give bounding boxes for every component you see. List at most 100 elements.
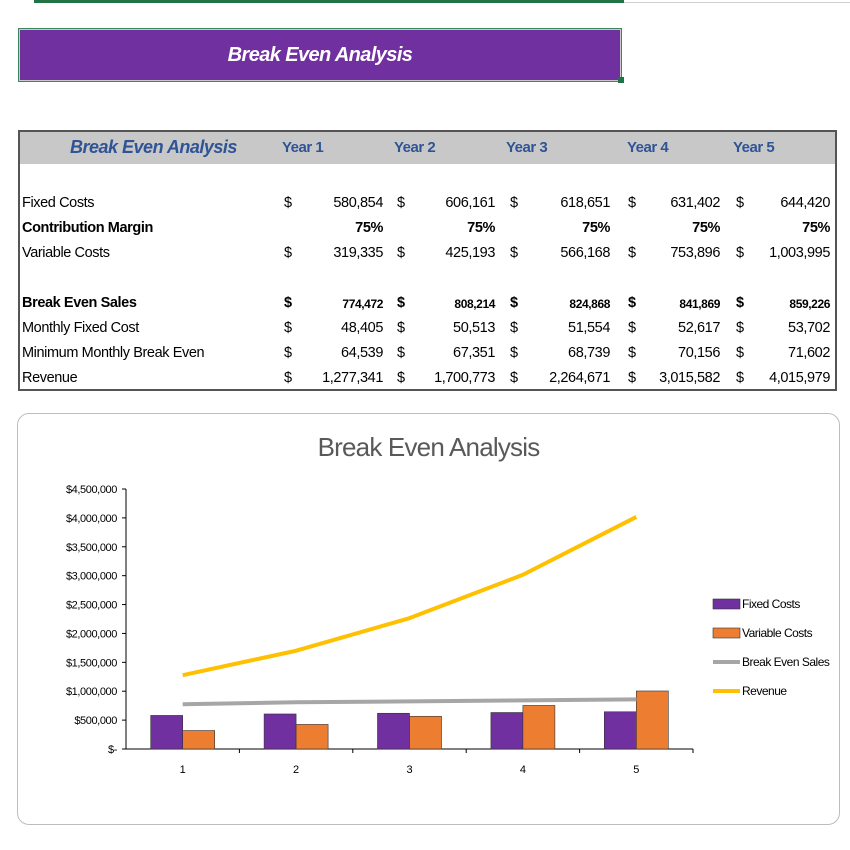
cell-value[interactable]: 580,854 xyxy=(333,195,383,211)
cell-value[interactable]: 48,405 xyxy=(341,320,383,336)
table-row: Minimum Monthly Break Even $64,539 $67,351… xyxy=(20,342,835,367)
currency-symbol: $ xyxy=(284,245,292,261)
currency-symbol: $ xyxy=(510,195,518,211)
row-label: Fixed Costs xyxy=(22,195,95,211)
currency-symbol: $ xyxy=(284,320,292,336)
bar-fixed-costs xyxy=(603,711,637,750)
cell-value[interactable]: 75% xyxy=(582,220,610,236)
cell-value[interactable]: 753,896 xyxy=(670,245,720,261)
selected-cell-border xyxy=(34,0,624,3)
currency-symbol: $ xyxy=(510,370,518,386)
fill-handle[interactable] xyxy=(618,77,624,83)
line-break-even-sales xyxy=(182,697,637,707)
legend-swatch xyxy=(712,627,741,639)
y-tick-label: $- xyxy=(108,744,118,756)
legend-label: Fixed Costs xyxy=(742,597,800,611)
cell-value[interactable]: 75% xyxy=(467,220,495,236)
cell-value[interactable]: 70,156 xyxy=(678,345,720,361)
currency-symbol: $ xyxy=(628,295,636,311)
row-label: Minimum Monthly Break Even xyxy=(22,345,205,361)
legend-label: Revenue xyxy=(742,684,787,698)
currency-symbol: $ xyxy=(284,345,292,361)
bar-variable-costs xyxy=(522,705,556,750)
table-row: Monthly Fixed Cost $48,405 $50,513 $51,554 $… xyxy=(20,317,835,342)
cell-value[interactable]: 1,277,341 xyxy=(322,370,383,386)
cell-value[interactable]: 52,617 xyxy=(678,320,720,336)
row-label: Monthly Fixed Cost xyxy=(22,320,139,336)
x-tick-label: 3 xyxy=(406,764,412,776)
bar-fixed-costs xyxy=(263,713,297,750)
currency-symbol: $ xyxy=(736,195,744,211)
cell-value[interactable]: 1,700,773 xyxy=(434,370,495,386)
year-header-4: Year 4 xyxy=(627,139,669,156)
currency-symbol: $ xyxy=(397,320,405,336)
cell-value[interactable]: 1,003,995 xyxy=(769,245,830,261)
cell-value[interactable]: 75% xyxy=(355,220,383,236)
currency-symbol: $ xyxy=(736,370,744,386)
currency-symbol: $ xyxy=(510,245,518,261)
bar-fixed-costs xyxy=(377,712,410,750)
cell-value[interactable]: 3,015,582 xyxy=(659,370,720,386)
cell-value[interactable]: 566,168 xyxy=(560,245,610,261)
banner-title[interactable]: Break Even Analysis xyxy=(18,28,622,82)
row-label: Revenue xyxy=(22,370,78,386)
cell-value[interactable]: 75% xyxy=(802,220,830,236)
table-row: Revenue $1,277,341 $1,700,773 $2,264,671 $3,… xyxy=(20,367,835,392)
cell-value[interactable]: 774,472 xyxy=(342,297,383,311)
cell-value[interactable]: 425,193 xyxy=(445,245,495,261)
y-tick-label: $4,500,000 xyxy=(66,484,117,496)
currency-symbol: $ xyxy=(397,195,405,211)
currency-symbol: $ xyxy=(628,370,636,386)
cell-value[interactable]: 841,869 xyxy=(679,297,720,311)
cell-value[interactable]: 75% xyxy=(692,220,720,236)
year-header-1: Year 1 xyxy=(282,139,324,156)
cell-value[interactable]: 67,351 xyxy=(453,345,495,361)
cell-value[interactable]: 2,264,671 xyxy=(549,370,610,386)
currency-symbol: $ xyxy=(736,345,744,361)
cell-value[interactable]: 859,226 xyxy=(789,297,830,311)
x-tick-label: 1 xyxy=(180,764,186,776)
cell-value[interactable]: 644,420 xyxy=(780,195,830,211)
chart-title: Break Even Analysis xyxy=(317,432,541,462)
currency-symbol: $ xyxy=(736,245,744,261)
y-tick-label: $500,000 xyxy=(74,715,117,727)
bar-fixed-costs xyxy=(150,715,183,750)
cell-value[interactable]: 606,161 xyxy=(445,195,495,211)
currency-symbol: $ xyxy=(736,295,744,311)
y-tick-label: $1,000,000 xyxy=(66,686,117,698)
x-tick-label: 4 xyxy=(520,764,526,776)
cell-value[interactable]: 50,513 xyxy=(453,320,495,336)
gridline xyxy=(624,2,850,3)
cell-value[interactable]: 71,602 xyxy=(788,345,830,361)
cell-value[interactable]: 319,335 xyxy=(333,245,383,261)
currency-symbol: $ xyxy=(397,345,405,361)
y-tick-label: $4,000,000 xyxy=(66,513,117,525)
y-tick-label: $3,500,000 xyxy=(66,542,117,554)
legend-label: Variable Costs xyxy=(742,626,813,640)
cell-value[interactable]: 4,015,979 xyxy=(769,370,830,386)
cell-value[interactable]: 53,702 xyxy=(788,320,830,336)
cell-value[interactable]: 824,868 xyxy=(569,297,610,311)
cell-value[interactable]: 618,651 xyxy=(560,195,610,211)
break-even-table: Break Even Analysis Year 1 Year 2 Year 3 Ye… xyxy=(18,130,837,391)
currency-symbol: $ xyxy=(628,195,636,211)
year-header-3: Year 3 xyxy=(506,139,548,156)
bar-variable-costs xyxy=(409,715,442,750)
currency-symbol: $ xyxy=(284,370,292,386)
cell-value[interactable]: 808,214 xyxy=(454,297,495,311)
y-tick-label: $1,500,000 xyxy=(66,657,117,669)
cell-value[interactable]: 68,739 xyxy=(568,345,610,361)
table-row: Break Even Sales $774,472 $808,214 $824,868… xyxy=(20,292,835,317)
cell-value[interactable]: 51,554 xyxy=(568,320,610,336)
cell-value[interactable]: 631,402 xyxy=(670,195,720,211)
currency-symbol: $ xyxy=(628,320,636,336)
currency-symbol: $ xyxy=(628,245,636,261)
break-even-chart[interactable]: Break Even Analysis $- $500,000 $1,000,000… xyxy=(17,413,840,825)
cell-value[interactable]: 64,539 xyxy=(341,345,383,361)
bar-variable-costs xyxy=(182,730,215,750)
currency-symbol: $ xyxy=(628,345,636,361)
year-header-5: Year 5 xyxy=(733,139,775,156)
currency-symbol: $ xyxy=(510,345,518,361)
bar-variable-costs xyxy=(635,690,669,750)
row-label: Break Even Sales xyxy=(22,295,137,311)
